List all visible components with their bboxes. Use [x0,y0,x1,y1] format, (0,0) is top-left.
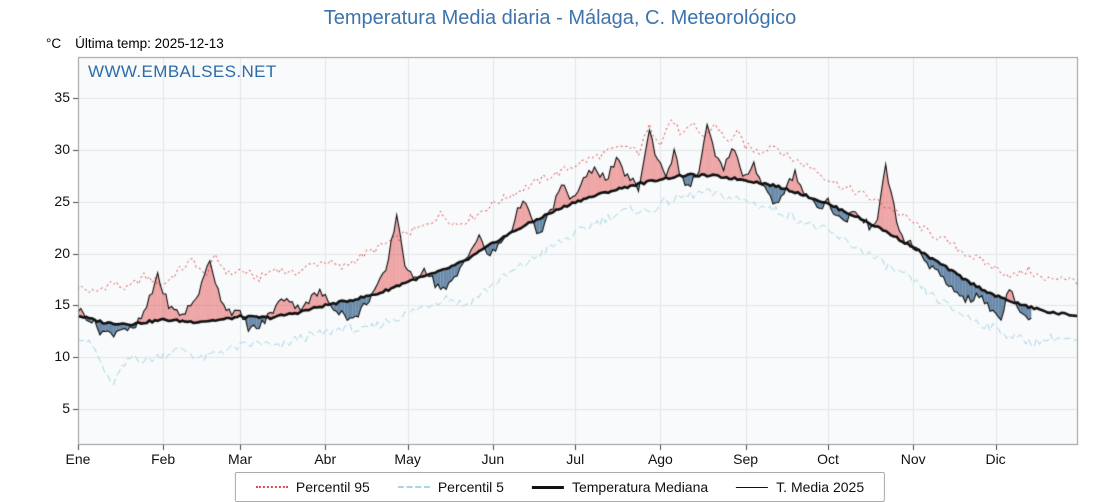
x-tick-label: Jul [566,451,585,467]
legend-item-percentil-5: Percentil 5 [397,479,504,495]
media-2025-line-sample-icon [736,486,769,488]
legend-label: Temperatura Mediana [571,479,709,495]
x-tick-label: Oct [817,451,839,467]
y-tick-label: 5 [62,399,70,416]
legend-label: Percentil 95 [295,479,370,495]
x-tick-label: Ago [647,451,673,467]
chart-title: Temperatura Media diaria - Málaga, C. Me… [323,7,797,29]
legend-label: T. Media 2025 [776,479,865,495]
x-tick-label: Ene [65,451,91,467]
legend-item-mediana: Temperatura Mediana [531,479,709,495]
chart-meta: °C Última temp: 2025-12-13 [46,36,224,51]
x-tick-label: Feb [151,451,176,467]
x-tick-label: Dic [985,451,1006,467]
last-temp-label: Última temp: 2025-12-13 [75,36,224,51]
x-tick-label: Nov [900,451,926,467]
x-tick-label: Abr [314,451,337,467]
x-tick-label: Mar [228,451,253,467]
y-tick-label: 15 [54,296,70,313]
y-tick-label: 35 [54,89,70,106]
y-tick-label: 20 [54,244,70,261]
y-tick-label: 25 [54,192,70,209]
mediana-line-sample-icon [531,485,564,489]
percentil-95-line-sample-icon [255,486,288,488]
x-tick-label: May [394,451,421,467]
unit-label: °C [46,36,62,51]
chart-legend: Percentil 95 Percentil 5 Temperatura Med… [234,472,886,502]
legend-label: Percentil 5 [437,479,504,495]
y-tick-label: 30 [54,141,70,158]
y-tick-label: 10 [54,348,70,365]
legend-item-percentil-95: Percentil 95 [255,479,370,495]
percentil-5-line-sample-icon [397,486,430,488]
x-tick-label: Jun [481,451,505,467]
legend-item-media-2025: T. Media 2025 [736,479,864,495]
x-tick-label: Sep [733,451,759,467]
watermark-embalses: WWW.EMBALSES.NET [88,62,277,81]
